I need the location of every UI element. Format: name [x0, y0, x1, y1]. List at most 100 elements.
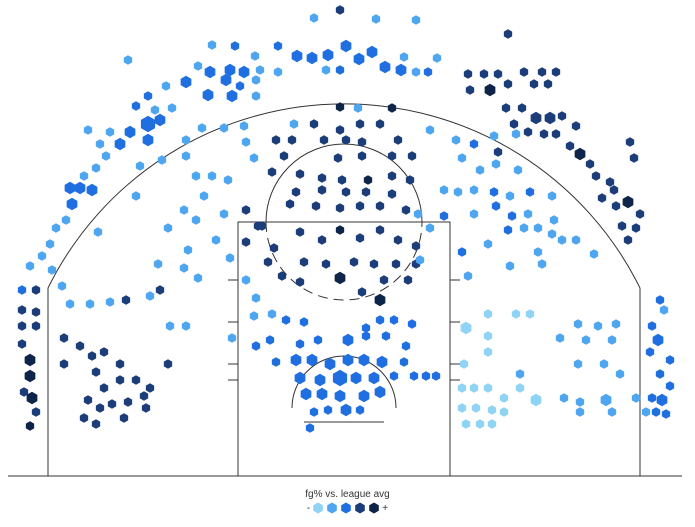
shot-hexbin — [368, 371, 380, 385]
shot-hexbin — [491, 159, 501, 169]
shot-hexbin — [207, 40, 217, 50]
shot-hexbin — [157, 155, 167, 165]
shot-hexbin — [557, 111, 567, 121]
shot-hexbin — [411, 15, 421, 25]
shot-hexbin — [465, 85, 475, 95]
shot-hexbin — [501, 103, 511, 113]
shot-hexbin — [91, 419, 101, 429]
shot-hexbin — [375, 119, 385, 129]
shot-hexbin — [530, 393, 542, 407]
shot-hexbin — [335, 203, 345, 213]
shot-hexbin — [451, 135, 461, 145]
shot-hexbin — [335, 125, 345, 135]
shot-hexbin — [269, 243, 279, 253]
shot-hexbin — [24, 353, 36, 367]
shot-hexbin — [374, 385, 386, 399]
shot-hexbin — [350, 371, 362, 385]
shot-hexbin — [19, 387, 29, 397]
shot-hexbin — [544, 111, 556, 125]
shot-hexbin — [226, 89, 238, 103]
shot-hexbin — [309, 119, 319, 129]
shot-hexbin — [539, 129, 549, 139]
legend-swatch — [312, 502, 324, 514]
shot-hexbin — [285, 199, 295, 209]
shot-hexbin — [361, 323, 371, 333]
shot-hexbin — [323, 405, 333, 415]
shot-hexbin — [322, 48, 334, 62]
shot-hexbin — [355, 233, 365, 243]
shot-hexbin — [241, 205, 251, 215]
shot-hexbin — [423, 67, 433, 77]
shot-hexbin — [519, 223, 529, 233]
shot-hexbin — [99, 383, 109, 393]
shot-hexbin — [26, 391, 38, 405]
shot-hexbin — [267, 309, 277, 319]
shot-hexbin — [505, 261, 515, 271]
shot-hexbin — [45, 239, 55, 249]
shot-hexbin — [335, 5, 345, 15]
shot-hexbin — [105, 297, 115, 307]
shot-hexbin — [607, 407, 617, 417]
shot-hexbin — [493, 69, 503, 79]
shot-hexbin — [294, 371, 306, 385]
shot-hexbin — [361, 187, 371, 197]
shot-hexbin — [593, 321, 603, 331]
shot-hexbin — [271, 357, 281, 367]
shot-hexbin — [309, 407, 319, 417]
shot-hexbin — [204, 65, 216, 79]
shot-hexbin — [340, 39, 352, 53]
shot-hexbin — [135, 161, 145, 171]
shot-hexbin — [559, 393, 569, 403]
shot-hexbin — [183, 245, 193, 255]
shot-hexbin — [306, 353, 318, 367]
shot-hexbin — [357, 151, 367, 161]
shot-hexbin — [197, 123, 207, 133]
shot-hexbin — [239, 121, 249, 131]
shot-hexbin — [363, 175, 373, 185]
shot-hexbin — [333, 153, 343, 163]
shot-hexbin — [253, 221, 263, 231]
shot-hexbin — [457, 153, 467, 163]
shot-hexbin — [230, 41, 240, 51]
shot-hexbin — [193, 61, 203, 71]
shot-hexbin — [349, 257, 359, 267]
shot-hexbin — [459, 359, 469, 369]
shot-hexbin — [79, 413, 89, 423]
shot-hexbin — [499, 407, 509, 417]
shot-hexbin — [575, 407, 585, 417]
shot-hexbin — [530, 111, 542, 125]
shot-hexbin — [219, 123, 229, 133]
shot-hexbin — [483, 309, 493, 319]
shot-hexbin — [379, 60, 391, 74]
shot-hexbin — [251, 75, 261, 85]
shot-hexbin — [425, 223, 435, 233]
shot-hexbin — [525, 187, 535, 197]
shot-hexbin — [549, 215, 559, 225]
shot-hexbin — [273, 67, 283, 77]
shot-hexbin — [471, 403, 481, 413]
shot-hexbin — [491, 201, 501, 211]
shot-hexbin — [225, 253, 235, 263]
legend-swatch — [368, 502, 380, 514]
shot-hexbin — [600, 393, 612, 407]
shot-hexbin — [407, 319, 417, 329]
shot-hexbin — [413, 209, 423, 219]
shot-hexbin — [263, 257, 273, 267]
shot-hexbin — [525, 309, 535, 319]
shot-hexbin — [251, 293, 261, 303]
shot-hexbin — [625, 137, 635, 147]
shot-hexbin — [295, 227, 305, 237]
shot-hexbin — [335, 102, 345, 112]
shot-hexbin — [353, 52, 365, 66]
shot-hexbin — [321, 259, 331, 269]
shot-hexbin — [551, 67, 561, 77]
shot-hexbin — [99, 347, 109, 357]
shot-hexbin — [543, 79, 553, 89]
shot-hexbin — [523, 209, 533, 219]
shot-hexbin — [334, 389, 346, 403]
shot-hexbin — [493, 147, 503, 157]
shot-hexbin — [281, 315, 291, 325]
shot-hexbin — [17, 321, 27, 331]
shot-hexbins — [17, 5, 675, 433]
shot-hexbin — [317, 173, 327, 183]
